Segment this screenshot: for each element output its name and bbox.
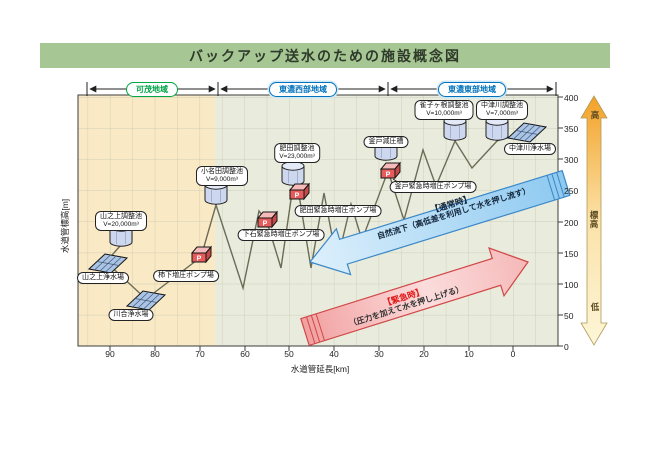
pump-station-icon [289,183,310,200]
y-tick: 0 [564,342,569,352]
reservoir-tank-icon [281,161,305,186]
x-axis-title: 水道管延長[km] [290,364,350,374]
facility-label: 肥田調整池 V=23,000m³ [274,143,320,163]
elevation-axis-label: 標高 [589,210,599,229]
axis-ticks [109,96,563,351]
x-tick: 30 [374,349,384,359]
facility-label: 中津川浄水場 [504,143,556,155]
facility-label: 柿下増圧ポンプ場 [153,270,219,282]
region-label-text: 東濃西部地域 [279,85,327,94]
reservoir-tank-icon [485,116,509,141]
region-label-text: 東濃東部地域 [448,85,496,94]
facility-label: 山之上浄水場 [77,272,129,284]
normal-flow-arrow [308,169,571,276]
y-tick: 200 [564,218,579,228]
facility-label: 釜戸減圧槽 [363,136,409,148]
page-title: バックアップ送水のための施設概念図 [40,43,610,68]
facility-label: 肥田緊急時増圧ポンプ場 [294,205,382,217]
facility-label: 雀子ヶ根調整池 V=10,000m³ [414,100,474,120]
pump-station-icon [257,211,278,228]
facility-label: 中津川調整池 V=7,000m³ [476,100,528,120]
x-tick: 0 [510,349,516,359]
reservoir-tank-icon [443,116,467,141]
y-tick: 400 [564,93,579,103]
elevation-scale-arrow [580,95,608,346]
y-tick: 100 [564,280,579,290]
pump-station-icon [191,246,212,263]
facility-label: 釜戸緊急時増圧ポンプ場 [389,181,477,193]
facility-label: 小名田調整池 V=9,000m³ [196,166,248,186]
x-tick: 50 [284,349,294,359]
x-tick: 40 [329,349,339,359]
x-tick: 70 [195,349,205,359]
region-label-tono-west: 東濃西部地域 [269,82,337,97]
facility-label: 下石緊急時増圧ポンプ場 [237,229,325,241]
facility-label: 川合浄水場 [108,309,154,321]
x-tick: 20 [419,349,429,359]
elevation-high-label: 高 [590,110,600,120]
facility-label: 山之上調整池 V=20,000m³ [95,211,147,231]
y-tick: 300 [564,155,579,165]
x-tick: 80 [150,349,160,359]
y-axis-title: 水道管標高[m] [60,198,70,254]
x-tick: 60 [240,349,250,359]
y-tick: 350 [564,124,579,134]
y-tick: 150 [564,249,579,259]
x-tick: 90 [105,349,115,359]
y-tick: 250 [564,186,579,196]
region-label-text: 可茂地域 [136,85,168,94]
region-label-tono-east: 東濃東部地域 [438,82,506,97]
elevation-low-label: 低 [590,302,600,312]
region-label-kamo: 可茂地域 [126,82,178,97]
y-tick: 50 [564,311,574,321]
emergency-flow-arrow [300,247,529,347]
pump-station-icon [380,162,401,179]
x-tick: 10 [464,349,474,359]
